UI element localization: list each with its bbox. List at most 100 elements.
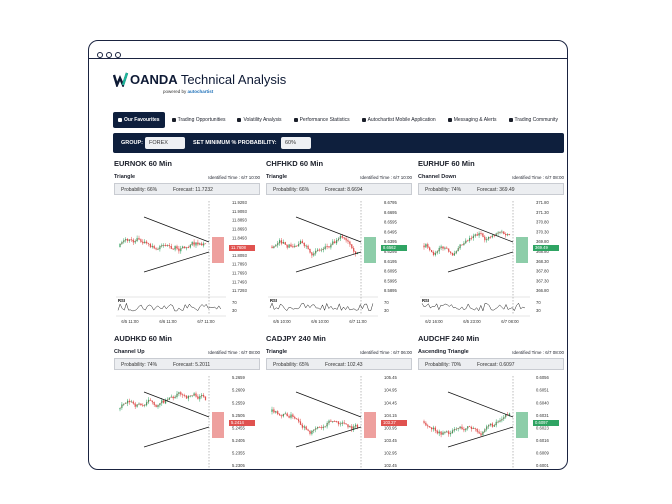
probability-value: 60%: [285, 140, 297, 146]
forecast-zone: [364, 237, 376, 263]
identified-time: Identified Time : 6/7 08:00: [512, 175, 564, 180]
window-dots: [97, 45, 124, 63]
pattern-card[interactable]: EURHUF 60 Min Channel Down Identified Time…: [418, 159, 564, 324]
x-label: 6/5 10:00: [273, 319, 291, 324]
probability-select[interactable]: 60%: [281, 137, 311, 149]
candle-body: [423, 421, 425, 423]
pattern-card[interactable]: AUDCHF 240 Min Ascending Triangle Identifi…: [418, 334, 564, 469]
pattern-line: [143, 216, 210, 243]
price-label: 0.6001: [536, 463, 549, 468]
pattern-name: Ascending Triangle: [418, 349, 469, 355]
tab[interactable]: Our Favourites: [113, 112, 165, 128]
candle-body: [493, 235, 495, 237]
x-label: 6/6 11:00: [159, 319, 177, 324]
tab[interactable]: Trading Community: [504, 112, 563, 128]
price-label: 8.6095: [384, 269, 397, 274]
price-label: 11.7493: [232, 279, 247, 284]
price-label: 5.2609: [232, 388, 245, 393]
price-tag: [229, 245, 255, 251]
price-label: 11.8493: [232, 235, 247, 240]
pattern-card[interactable]: CHFHKD 60 Min Triangle Identified Time : 6…: [266, 159, 412, 324]
rsi-line: [421, 302, 525, 312]
price-label: 11.9293: [232, 200, 247, 205]
price-label: 370.30: [536, 229, 549, 234]
price-label: 104.95: [384, 388, 397, 393]
tab-label: Autochartist Mobile Application: [367, 117, 436, 123]
rsi-line: [117, 302, 222, 312]
stats-box: Probability: 65% Forecast: 102.43: [266, 358, 412, 370]
price-label: 11.8893: [232, 218, 247, 223]
mini-chart: 371.80 371.30 370.80 370.30 369.80 368.80 368.…: [420, 200, 559, 324]
x-label: 6/6 10:00: [311, 319, 329, 324]
price-label: 8.6795: [384, 200, 397, 205]
rsi-level: 30: [536, 308, 541, 313]
pattern-name: Triangle: [114, 174, 136, 180]
price-label: 8.5895: [384, 288, 397, 293]
price-label: 366.80: [536, 288, 549, 293]
tab[interactable]: Trading Opportunities: [167, 112, 231, 128]
price-label: 104.15: [384, 413, 397, 418]
x-label: 6/7 11:00: [349, 319, 367, 324]
identified-time: Identified Time : 6/7 08:00: [208, 350, 260, 355]
identified-time: Identified Time : 6/7 10:00: [360, 175, 412, 180]
price-label: 103.45: [384, 438, 397, 443]
price-tag: [381, 420, 407, 426]
pattern-line: [143, 251, 210, 273]
moving-average: [271, 410, 358, 433]
price-label: 104.45: [384, 400, 397, 405]
pattern-card[interactable]: AUDHKD 60 Min Channel Up Identified Time :…: [114, 334, 260, 469]
pattern-line: [447, 391, 514, 418]
group-select[interactable]: FOREX: [145, 137, 185, 149]
tab-icon: [508, 117, 513, 122]
group-label: GROUP:: [121, 140, 143, 146]
stats-box: Probability: 74% Forecast: 369.49: [418, 183, 564, 195]
price-label: 368.80: [536, 249, 549, 254]
tab[interactable]: Performance Statistics: [289, 112, 355, 128]
tab-label: Performance Statistics: [299, 117, 350, 123]
tab-icon: [118, 117, 122, 122]
partner-name: autochartist: [187, 89, 214, 94]
moving-average: [271, 236, 358, 255]
price-label: 371.80: [536, 200, 549, 205]
price-tag-label: 0.6097: [535, 420, 548, 425]
mini-chart: 105.45 104.95 104.45 104.15 103.95 103.45 102.…: [271, 375, 407, 469]
price-tag-label: 5.2414: [231, 420, 244, 425]
price-label: 371.30: [536, 210, 549, 215]
pattern-line: [143, 391, 210, 418]
tab[interactable]: Messaging & Alerts: [443, 112, 502, 128]
x-label: 6/5 23:00: [463, 319, 481, 324]
rsi-label: RSI: [422, 298, 429, 303]
tab-label: Our Favourites: [124, 117, 160, 123]
price-label: 5.2505: [232, 413, 245, 418]
probability: Probability: 70%: [425, 362, 462, 368]
mini-chart: 11.929311.909311.889311.869311.849311.82…: [116, 200, 255, 324]
price-label: 102.95: [384, 451, 397, 456]
pattern-card[interactable]: EURNOK 60 Min Triangle Identified Time : 6…: [114, 159, 260, 324]
price-label: 8.6695: [384, 210, 397, 215]
price-label: 11.8693: [232, 227, 247, 232]
price-label: 369.80: [536, 239, 549, 244]
rsi-label: RSI: [118, 298, 125, 303]
tab[interactable]: Volatility Analysis: [232, 112, 286, 128]
x-label: 6/7 08:00: [501, 319, 519, 324]
tab-icon: [171, 117, 176, 122]
probability: Probability: 65%: [273, 362, 310, 368]
tab[interactable]: Autochartist Mobile Application: [357, 112, 441, 128]
pattern-line: [295, 391, 362, 418]
rsi-label: RSI: [270, 298, 277, 303]
pattern-line: [447, 426, 514, 448]
powered-by: powered by autochartist: [163, 89, 213, 94]
stats-box: Probability: 66% Forecast: 11.7232: [114, 183, 260, 195]
price-label: 11.7693: [232, 271, 247, 276]
price-label: 8.5995: [384, 278, 397, 283]
candle-body: [334, 421, 336, 422]
browser-window: OANDA Technical Analysis powered by auto…: [88, 40, 568, 470]
x-label: 6/7 11:00: [197, 319, 215, 324]
forecast-zone: [516, 412, 528, 438]
forecast-zone: [212, 237, 224, 263]
price-label: 5.2305: [232, 463, 245, 468]
identified-time: Identified Time : 6/7 06:00: [360, 350, 412, 355]
price-label: 368.30: [536, 259, 549, 264]
pattern-card[interactable]: CADJPY 240 Min Triangle Identified Time : …: [266, 334, 412, 469]
